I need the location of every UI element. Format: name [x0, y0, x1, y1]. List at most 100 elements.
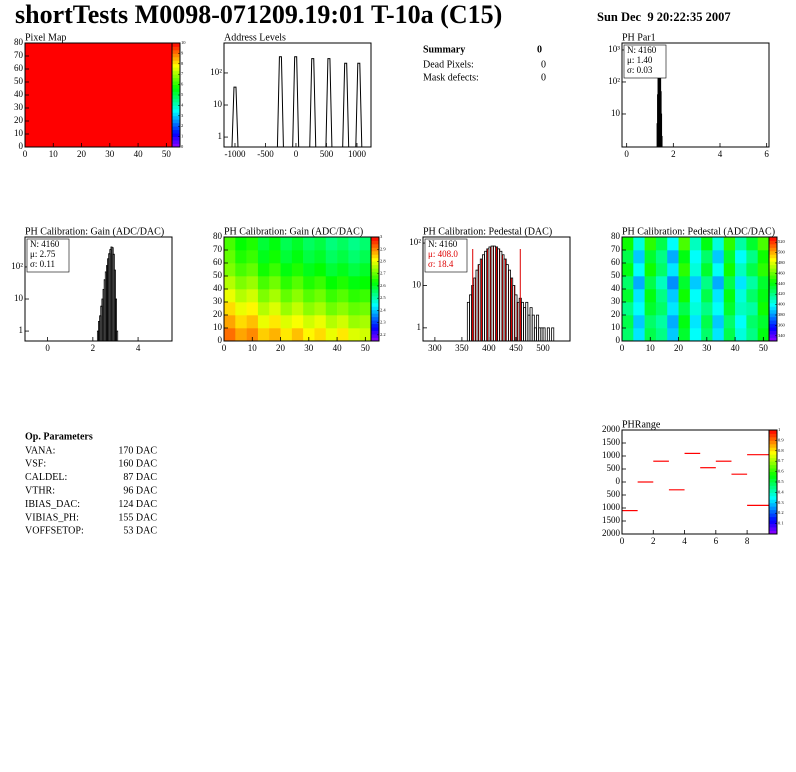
heat-cell: [667, 250, 679, 264]
colorbar-strip: [371, 268, 379, 273]
heat-cell: [655, 328, 668, 342]
colorbar-label: 2.9: [380, 246, 386, 251]
colorbar-strip: [172, 60, 180, 65]
heat-cell: [257, 250, 270, 264]
plot-frame: [223, 42, 372, 148]
y-tick-label: 1500: [602, 437, 621, 447]
heat-cell: [269, 289, 281, 303]
heat-cell: [723, 263, 736, 277]
x-tick-label: 20: [77, 149, 87, 159]
y-tick-label: 10²: [210, 67, 222, 77]
stats-text: N: 4160: [30, 239, 60, 249]
y-tick-label: 10: [412, 280, 422, 290]
heat-cell: [723, 276, 736, 290]
colorbar-label: 0.2: [778, 510, 784, 515]
heat-cell: [291, 315, 304, 329]
heat-cell: [235, 302, 247, 316]
heat-cell: [622, 250, 634, 264]
colorbar-strip: [172, 74, 180, 79]
colorbar-label: 7: [181, 71, 184, 76]
colorbar-strip: [371, 320, 379, 325]
spike: [292, 56, 300, 148]
heat-cell: [735, 315, 747, 329]
x-tick-label: 300: [428, 343, 442, 353]
y-tick-label: 1: [417, 322, 422, 332]
heat-cell: [359, 250, 372, 264]
heat-cell: [224, 289, 236, 303]
heat-cell: [633, 276, 645, 290]
heat-cell: [757, 302, 770, 316]
op-label: VTHR:: [25, 485, 55, 496]
heat-cell: [280, 263, 293, 277]
heat-cell: [325, 263, 338, 277]
spike: [325, 58, 333, 148]
summary-label: Mask defects:: [423, 72, 479, 83]
colorbar-strip: [371, 282, 379, 286]
heat-cell: [622, 302, 634, 316]
plot-frame: [422, 236, 571, 342]
heat-cell: [280, 237, 293, 251]
op-label: VOFFSETOP:: [25, 526, 84, 537]
colorbar-strip: [172, 101, 180, 106]
colorbar-strip: [371, 323, 379, 328]
heat-cell: [678, 237, 691, 251]
colorbar-strip: [769, 523, 777, 528]
colorbar-strip: [172, 70, 180, 75]
heat-cell: [655, 237, 668, 251]
colorbar-strip: [371, 254, 379, 259]
colorbar-strip: [371, 250, 379, 255]
x-tick-label: 6: [714, 536, 719, 546]
x-tick-label: 2: [91, 343, 96, 353]
heat-cell: [303, 263, 315, 277]
colorbar-strip: [769, 436, 777, 441]
heat-cell: [678, 289, 691, 303]
heat-cell: [746, 250, 758, 264]
x-tick-label: -1000: [224, 149, 245, 159]
heat-cell: [655, 289, 668, 303]
heat-cell: [303, 328, 315, 342]
colorbar-strip: [172, 56, 180, 61]
colorbar-strip: [769, 257, 777, 262]
heat-cell: [246, 263, 259, 277]
heat-cell: [667, 315, 679, 329]
heat-cell: [269, 237, 281, 251]
heat-cell: [291, 289, 304, 303]
heat-cell: [644, 237, 657, 251]
heat-cell: [269, 302, 281, 316]
x-tick-label: 50: [162, 149, 172, 159]
heat-cell: [735, 237, 747, 251]
heat-cell: [314, 250, 327, 264]
y-tick-label: 500: [607, 489, 621, 499]
y-tick-label: 40: [611, 283, 621, 293]
heat-cell: [622, 328, 634, 342]
heat-cell: [757, 237, 770, 251]
heat-cell: [325, 302, 338, 316]
date: Sun Dec 9 20:22:35 2007: [597, 10, 731, 24]
op-label: VSF:: [25, 459, 46, 470]
colorbar-strip: [172, 129, 180, 134]
colorbar-label: 1: [181, 134, 183, 139]
colorbar-strip: [769, 502, 777, 507]
panel-title: PH Calibration: Pedestal (DAC): [423, 226, 552, 237]
heat-cell: [235, 250, 247, 264]
y-tick-label: 10: [213, 322, 223, 332]
heat-cell: [746, 263, 758, 277]
colorbar-strip: [769, 457, 777, 462]
colorbar-label: 2.8: [380, 259, 386, 264]
heat-cell: [633, 250, 645, 264]
colorbar-strip: [371, 237, 379, 241]
heat-cell: [689, 302, 702, 316]
colorbar-strip: [769, 447, 777, 452]
heat-cell: [689, 328, 702, 342]
colorbar-strip: [172, 49, 180, 54]
colorbar-strip: [172, 67, 180, 72]
heat-cell: [257, 315, 270, 329]
spike: [276, 56, 284, 148]
colorbar-strip: [769, 530, 777, 535]
heat-cell: [723, 237, 736, 251]
heat-cell: [678, 328, 691, 342]
colorbar-strip: [371, 337, 379, 342]
colorbar-strip: [371, 313, 379, 318]
heat-cell: [325, 289, 338, 303]
